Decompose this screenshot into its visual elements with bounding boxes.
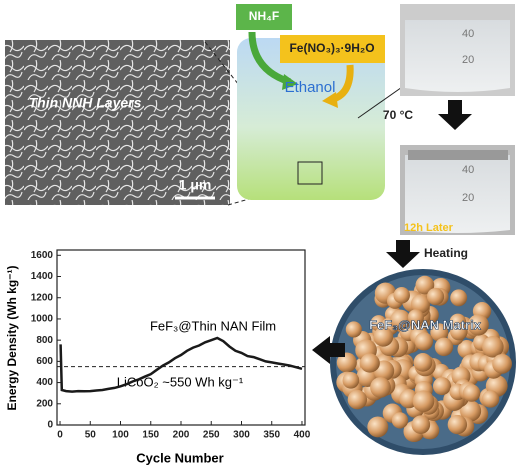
arrow (322, 92, 338, 108)
x-tick-label: 200 (173, 430, 190, 441)
sphere (467, 314, 489, 336)
x-tick-label: 350 (263, 430, 280, 441)
sphere (373, 326, 394, 347)
y-tick-label: 1600 (31, 250, 54, 261)
y-tick-label: 0 (47, 420, 53, 431)
plot-frame (56, 249, 306, 426)
arrow (282, 74, 298, 90)
sphere (460, 400, 482, 422)
sphere (393, 287, 410, 304)
x-tick-label: 150 (142, 430, 159, 441)
sphere (432, 377, 451, 396)
reagent-box (236, 4, 292, 30)
beaker-mark: 40 (462, 164, 474, 176)
sphere (426, 287, 445, 306)
sphere (413, 353, 433, 372)
sphere (345, 321, 362, 338)
sphere (462, 384, 481, 402)
x-tick-label: 100 (112, 430, 129, 441)
sphere (336, 352, 357, 373)
data-line (59, 336, 303, 393)
sphere (407, 309, 424, 326)
sphere (434, 337, 454, 357)
y-axis-label: Energy Density (Wh kg⁻¹) (5, 265, 19, 410)
beaker (408, 150, 508, 160)
reagent: NH₄F (249, 9, 279, 23)
solvent: Ethanol (285, 79, 336, 96)
zoom-box (297, 161, 323, 185)
sphere (411, 415, 431, 435)
sphere (370, 377, 391, 398)
y-tick-label: 200 (36, 398, 53, 409)
x-tick-label: 300 (233, 430, 250, 441)
sphere (415, 275, 435, 295)
x-tick-label: 50 (85, 430, 97, 441)
beaker-mark: 20 (462, 192, 474, 204)
x-tick-label: 0 (57, 430, 63, 441)
sphere (367, 416, 389, 438)
y-tick-label: 1200 (31, 292, 54, 303)
y-tick-label: 400 (36, 377, 53, 388)
reagent-box (280, 35, 385, 63)
beaker-mark: 40 (462, 28, 474, 40)
temperature: 70 °C (383, 108, 413, 122)
reagent: Fe(NO₃)₃·9H₂O (289, 41, 374, 55)
y-tick-label: 1000 (31, 314, 54, 325)
x-tick-label: 400 (294, 430, 311, 441)
arrow (312, 336, 345, 364)
sphere (360, 353, 380, 373)
sphere (481, 390, 500, 408)
beaker-mark: 20 (462, 54, 474, 66)
arrow (438, 100, 472, 130)
product: FeF₃@NAN Matrix (369, 317, 482, 332)
beaker (405, 20, 510, 92)
sem-caption: Thin NNH Layers (29, 95, 142, 111)
sphere (412, 390, 435, 413)
arrow (386, 240, 420, 268)
sphere (347, 389, 368, 410)
x-axis-label: Cycle Number (136, 450, 223, 465)
sphere (342, 371, 360, 389)
y-tick-label: 600 (36, 356, 53, 367)
sphere (430, 323, 449, 342)
scale-label: 1 μm (179, 177, 212, 193)
y-tick-label: 800 (36, 335, 53, 346)
beaker (405, 155, 510, 233)
pointer (357, 84, 406, 119)
sphere (450, 322, 468, 341)
sphere (414, 332, 434, 351)
sphere (391, 412, 409, 429)
sphere (482, 336, 504, 358)
sphere (390, 309, 411, 331)
sphere (492, 353, 512, 374)
sphere (450, 289, 468, 307)
x-tick-label: 250 (203, 430, 220, 441)
reference-label: LiCoO₂ ~550 Wh kg⁻¹ (117, 374, 244, 389)
sem-image (5, 40, 230, 205)
annotation: FeF₃@Thin NAN Film (150, 318, 276, 333)
time: 12h Later (404, 222, 454, 234)
sphere (447, 414, 468, 435)
step: Heating (424, 246, 468, 260)
sphere (410, 294, 431, 314)
y-tick-label: 1400 (31, 271, 54, 282)
